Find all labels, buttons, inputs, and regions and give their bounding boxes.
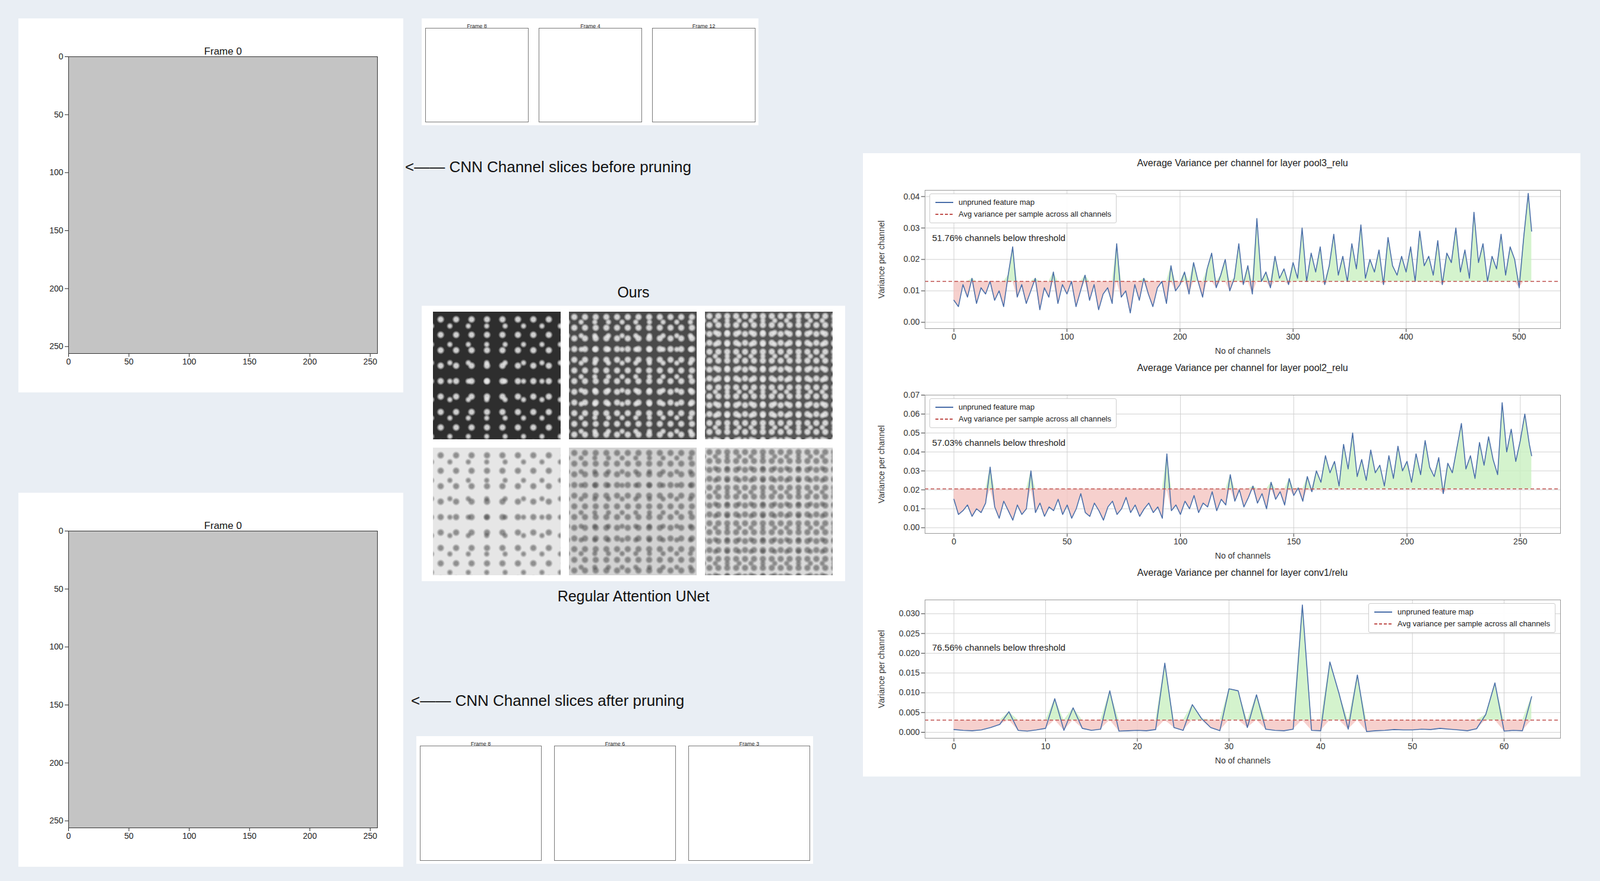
svg-text:50: 50 (1062, 536, 1073, 547)
svg-text:500: 500 (1512, 331, 1527, 342)
svg-text:150: 150 (49, 225, 64, 236)
svg-text:No of channels: No of channels (1215, 756, 1271, 766)
svg-text:Frame 0: Frame 0 (204, 45, 242, 58)
svg-text:300: 300 (1286, 331, 1301, 342)
svg-text:150: 150 (49, 700, 64, 710)
svg-text:0.02: 0.02 (903, 254, 920, 264)
svg-text:0.03: 0.03 (903, 223, 920, 233)
svg-text:10: 10 (1041, 741, 1051, 752)
html-text:unpruned feature map: unpruned feature map (1397, 607, 1474, 617)
svg-text:0: 0 (951, 331, 957, 342)
svg-text:Variance per channel: Variance per channel (876, 630, 887, 708)
svg-text:Frame 0: Frame 0 (204, 520, 242, 532)
svg-text:20: 20 (1132, 741, 1143, 752)
html-text:unpruned feature map: unpruned feature map (958, 197, 1035, 207)
svg-text:250: 250 (363, 356, 378, 367)
svg-text:0.05: 0.05 (903, 428, 920, 438)
html-text:Average Variance per channel f: Average Variance per channel for layer c… (1137, 567, 1348, 578)
html-text:Avg variance per sample across: Avg variance per sample across all chann… (1397, 619, 1551, 629)
svg-text:Frame 4: Frame 4 (580, 23, 601, 30)
svg-text:0.000: 0.000 (898, 727, 920, 738)
svg-text:0: 0 (951, 536, 957, 547)
svg-text:0.005: 0.005 (898, 707, 920, 718)
svg-text:Frame 12: Frame 12 (692, 23, 716, 30)
svg-text:100: 100 (182, 356, 197, 367)
svg-text:200: 200 (302, 356, 318, 367)
svg-text:250: 250 (1513, 536, 1528, 547)
svg-text:0.02: 0.02 (903, 485, 920, 495)
svg-text:100: 100 (49, 167, 64, 177)
svg-text:30: 30 (1224, 741, 1235, 752)
html-text:<—— CNN Channel slices after p: <—— CNN Channel slices after pruning (410, 691, 685, 710)
svg-text:50: 50 (124, 356, 134, 367)
svg-text:0.01: 0.01 (903, 285, 920, 296)
svg-text:100: 100 (1060, 331, 1075, 342)
svg-text:200: 200 (1399, 536, 1415, 547)
svg-text:50: 50 (124, 831, 134, 841)
svg-text:0.01: 0.01 (903, 503, 920, 514)
html-text:Average Variance per channel f: Average Variance per channel for layer p… (1136, 362, 1348, 373)
svg-text:0.00: 0.00 (903, 317, 920, 327)
svg-text:200: 200 (1172, 331, 1188, 342)
svg-text:150: 150 (242, 831, 258, 841)
svg-text:Frame 6: Frame 6 (605, 741, 626, 748)
html-text:unpruned feature map: unpruned feature map (958, 402, 1035, 412)
svg-text:0.030: 0.030 (898, 608, 920, 619)
svg-text:Frame 8: Frame 8 (470, 741, 492, 748)
svg-text:0: 0 (66, 831, 72, 841)
svg-text:60: 60 (1499, 741, 1510, 752)
svg-text:400: 400 (1399, 331, 1414, 342)
html-text:Regular Attention UNet: Regular Attention UNet (557, 587, 710, 605)
svg-text:0: 0 (58, 51, 64, 62)
svg-text:No of channels: No of channels (1215, 346, 1271, 356)
svg-text:0.07: 0.07 (903, 390, 920, 400)
svg-text:0.015: 0.015 (898, 668, 920, 678)
svg-text:57.03% channels below threshol: 57.03% channels below threshold (932, 437, 1066, 448)
svg-text:0.00: 0.00 (903, 522, 920, 533)
svg-text:0.04: 0.04 (903, 191, 920, 202)
svg-text:200: 200 (302, 831, 318, 841)
svg-text:40: 40 (1316, 741, 1326, 752)
svg-text:200: 200 (49, 758, 64, 768)
svg-text:250: 250 (363, 831, 378, 841)
html-text:Avg variance per sample across: Avg variance per sample across all chann… (958, 414, 1112, 424)
svg-text:No of channels: No of channels (1215, 551, 1271, 561)
svg-text:0.010: 0.010 (898, 687, 920, 698)
svg-text:150: 150 (1287, 536, 1302, 547)
svg-text:100: 100 (49, 642, 64, 652)
svg-text:0: 0 (58, 526, 64, 536)
svg-text:76.56% channels below threshol: 76.56% channels below threshold (932, 642, 1066, 653)
svg-text:51.76% channels below threshol: 51.76% channels below threshold (932, 232, 1066, 243)
svg-text:Variance per channel: Variance per channel (876, 425, 887, 504)
svg-text:Frame 8: Frame 8 (466, 23, 488, 30)
svg-text:100: 100 (1173, 536, 1188, 547)
svg-text:0.025: 0.025 (898, 628, 920, 639)
svg-text:Frame 3: Frame 3 (739, 741, 760, 748)
svg-text:0.03: 0.03 (903, 466, 920, 476)
svg-text:50: 50 (54, 584, 64, 594)
svg-text:250: 250 (49, 816, 64, 826)
svg-text:50: 50 (54, 109, 64, 120)
svg-text:50: 50 (1407, 741, 1418, 752)
svg-text:0: 0 (951, 741, 957, 752)
html-text:<—— CNN Channel slices before: <—— CNN Channel slices before pruning (405, 157, 692, 176)
svg-text:200: 200 (49, 283, 64, 294)
svg-text:Variance per channel: Variance per channel (876, 220, 887, 299)
svg-text:0.04: 0.04 (903, 447, 920, 457)
svg-text:150: 150 (242, 356, 258, 367)
svg-text:0: 0 (66, 356, 72, 367)
html-text:Avg variance per sample across: Avg variance per sample across all chann… (958, 209, 1112, 219)
svg-text:0.06: 0.06 (903, 409, 920, 419)
svg-text:0.020: 0.020 (898, 648, 920, 659)
html-text:Ours: Ours (617, 283, 650, 301)
svg-text:100: 100 (182, 831, 197, 841)
svg-text:250: 250 (49, 341, 64, 352)
html-text:Average Variance per channel f: Average Variance per channel for layer p… (1136, 157, 1348, 169)
